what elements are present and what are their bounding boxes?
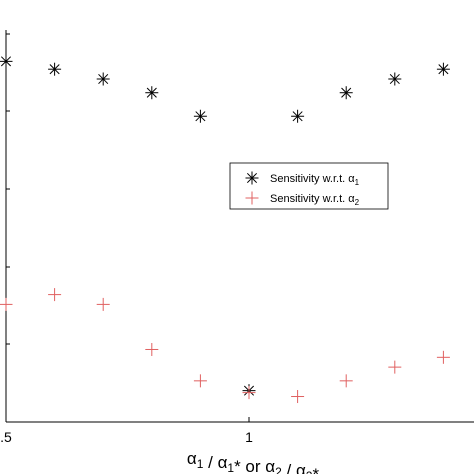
x-tick-label: 1	[245, 429, 253, 445]
series-1-point	[291, 109, 305, 123]
legend-label-1: Sensitivity w.r.t. α1	[270, 173, 360, 187]
legend-box	[229, 162, 389, 210]
series-1-point	[96, 72, 110, 86]
data-markers	[0, 54, 450, 404]
series-2-point	[145, 342, 159, 356]
series-2-point	[96, 297, 110, 311]
series-1-point	[339, 86, 353, 100]
legend-marker-2	[245, 191, 259, 205]
plot-area: .5 1	[0, 30, 474, 445]
series-2-point	[48, 288, 62, 302]
series-2-point	[193, 374, 207, 388]
x-tick-label: .5	[0, 429, 12, 445]
series-1-point	[436, 62, 450, 76]
series-2-point	[388, 360, 402, 374]
x-ticks: .5 1	[0, 417, 253, 445]
series-1-point	[48, 62, 62, 76]
series-2-point	[242, 386, 256, 400]
series-1-point	[388, 72, 402, 86]
series-2-point	[339, 374, 353, 388]
series-1-point	[0, 54, 13, 68]
series-1-point	[193, 109, 207, 123]
y-ticks	[6, 33, 10, 345]
legend-label-2: Sensitivity w.r.t. α2	[270, 193, 360, 207]
series-2-point	[436, 350, 450, 364]
legend: Sensitivity w.r.t. α1 Sensitivity w.r.t. …	[229, 162, 389, 210]
x-axis-label: α1 / α1* or α2 / α2*	[187, 449, 320, 474]
series-1-point	[145, 86, 159, 100]
legend-marker-1	[245, 171, 259, 185]
series-2-point	[291, 390, 305, 404]
series-2-point	[0, 297, 13, 311]
